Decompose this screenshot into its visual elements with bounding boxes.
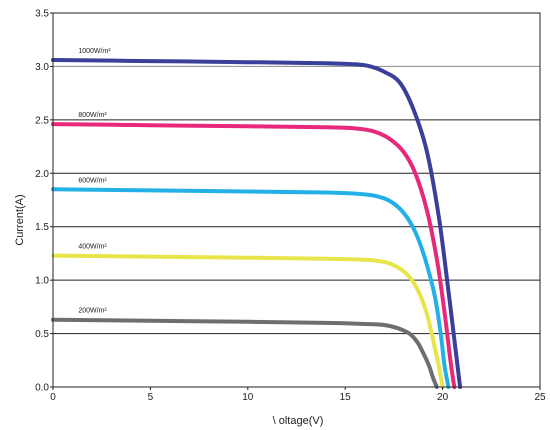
x-tick-label: 10 [242,392,254,403]
series-line-4 [51,317,439,389]
series-label-1: 800W/m² [78,112,107,119]
x-axis-label: \ oltage(V) [273,415,324,427]
plot-area-frame [52,12,541,388]
series-label-0: 1000W/m² [78,48,111,55]
series-label-4: 200W/m² [78,308,107,315]
y-axis-label: Current(A) [14,194,26,245]
x-tick-label: 5 [148,392,154,403]
y-tick-label: 3.5 [35,9,49,20]
series-line-3 [51,253,445,389]
y-tick-label: 0.0 [35,383,49,394]
series-line-1 [51,122,457,389]
x-tick-label: 20 [437,392,449,403]
x-tick-label: 0 [50,392,56,403]
y-tick-label: 1.5 [35,222,49,233]
gridlines [53,65,540,335]
series-line-2 [51,187,451,389]
y-tick-label: 1.0 [35,276,49,287]
y-tick-label: 2.5 [35,115,49,126]
y-tick-label: 0.5 [35,329,49,340]
series-labels: 1000W/m² 800W/m² 600W/m² 400W/m² 200W/m² [78,48,111,315]
x-tick-label: 15 [340,392,352,403]
y-axis-ticks: 0.0 0.5 1.0 1.5 2.0 2.5 3.0 3.5 [35,9,53,394]
x-axis-ticks: 0 5 10 15 20 25 [50,387,546,403]
x-tick-label: 25 [534,392,546,403]
series-label-3: 400W/m² [78,244,107,251]
y-tick-label: 3.0 [35,62,49,73]
series-curves [51,58,463,389]
y-tick-label: 2.0 [35,169,49,180]
series-line-0 [51,58,463,389]
series-label-2: 600W/m² [78,177,107,184]
